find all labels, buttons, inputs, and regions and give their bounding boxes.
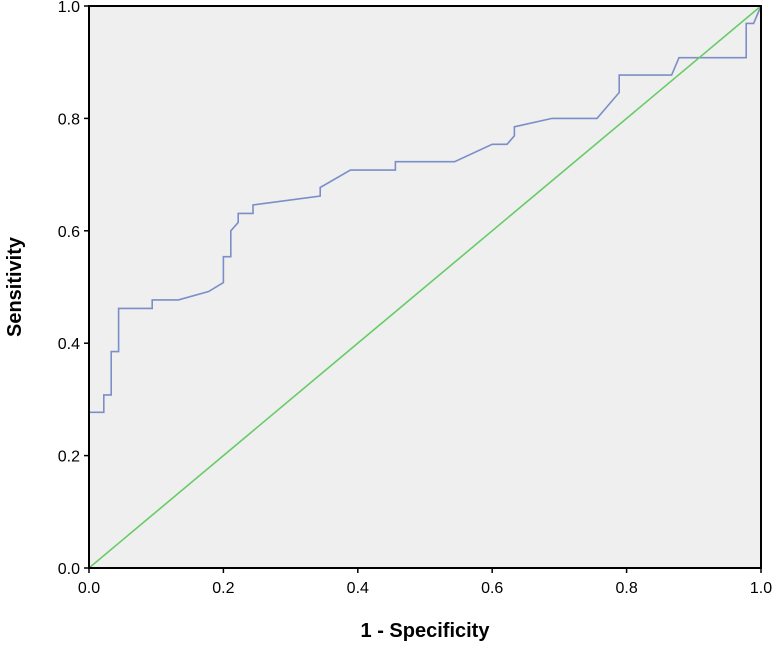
x-axis: 0.0 0.2 0.4 0.6 0.8 1.0 <box>78 568 772 597</box>
y-axis: 0.0 0.2 0.4 0.6 0.8 1.0 <box>58 0 89 578</box>
y-tick-label: 1.0 <box>58 0 80 16</box>
y-tick-label: 0.4 <box>58 336 80 353</box>
x-axis-title: 1 - Specificity <box>361 620 491 642</box>
y-tick-label: 0.8 <box>58 111 80 128</box>
x-tick-label: 0.4 <box>347 580 369 597</box>
y-tick-label: 0.2 <box>58 449 80 466</box>
roc-curve <box>88 5 762 568</box>
reference-line <box>88 5 762 569</box>
y-axis-title: Sensitivity <box>4 236 26 337</box>
curves <box>88 5 762 569</box>
x-tick-label: 0.6 <box>481 580 503 597</box>
x-tick-label: 1.0 <box>750 580 772 597</box>
x-tick-label: 0.2 <box>212 580 234 597</box>
y-tick-label: 0.0 <box>58 561 80 578</box>
y-tick-label: 0.6 <box>58 224 80 241</box>
x-tick-label: 0.0 <box>78 580 100 597</box>
plot-frame <box>88 5 762 569</box>
x-tick-label: 0.8 <box>615 580 637 597</box>
